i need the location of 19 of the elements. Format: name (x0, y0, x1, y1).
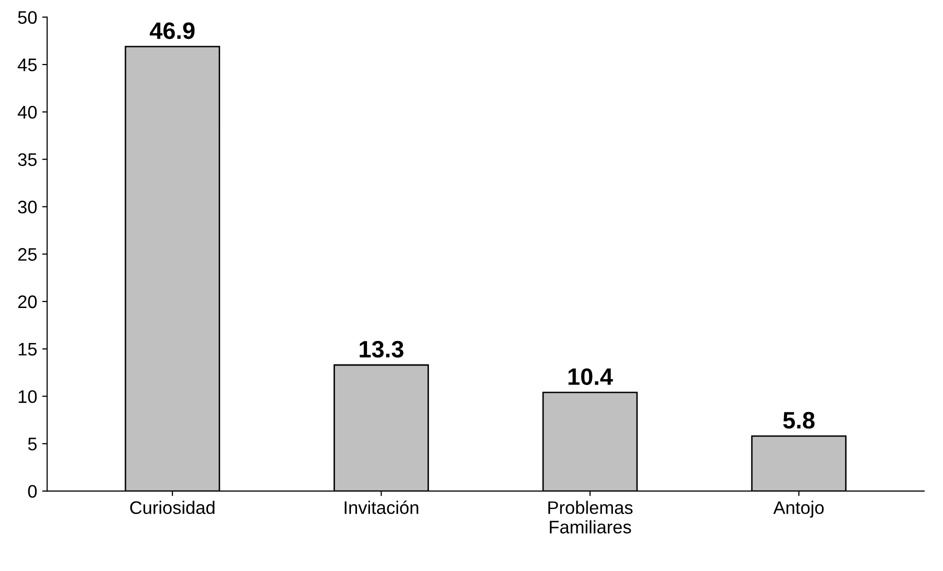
x-tick-label: Problemas Familiares (548, 500, 633, 534)
y-tick-label: 25 (18, 248, 37, 261)
data-label: 46.9 (150, 22, 195, 40)
data-label: 10.4 (568, 368, 613, 386)
y-tick-label: 10 (18, 390, 37, 403)
y-tick-label: 45 (18, 58, 37, 72)
data-label: 5.8 (783, 412, 815, 429)
y-tick-label: 15 (18, 343, 37, 356)
y-tick-label: 35 (18, 153, 37, 166)
x-tick-label: Curiosidad (130, 500, 214, 514)
x-tick-label: Antojo (773, 500, 824, 518)
x-tick-label: Invitación (344, 500, 418, 514)
y-tick-label: 20 (18, 295, 37, 308)
y-tick-label: 5 (28, 438, 37, 450)
y-tick-label: 40 (18, 106, 37, 119)
y-tick-label: 0 (28, 484, 37, 498)
y-tick-label: 50 (18, 11, 37, 24)
data-label: 13.3 (360, 340, 404, 358)
y-tick-label: 30 (18, 200, 37, 214)
